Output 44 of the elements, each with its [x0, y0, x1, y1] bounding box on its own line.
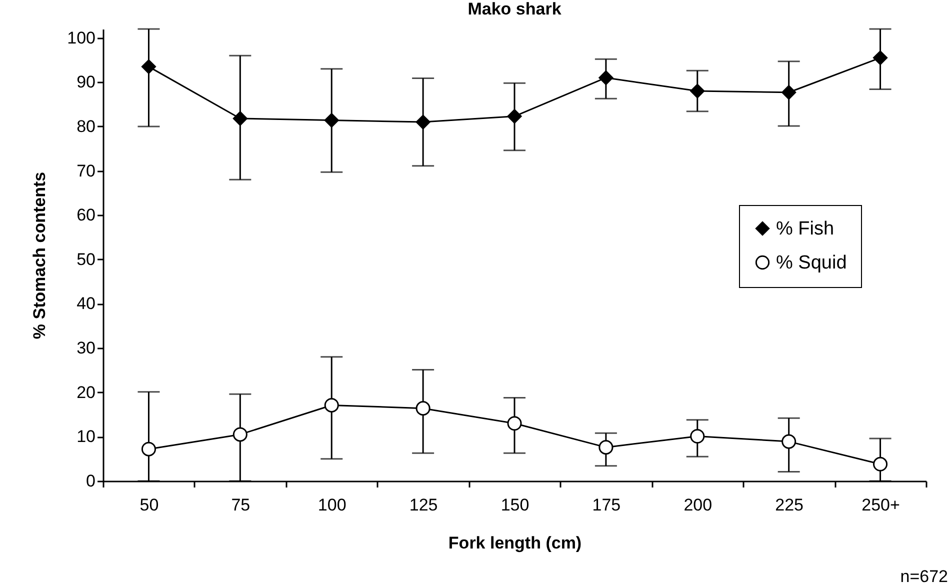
x-tick-label: 150: [500, 496, 530, 514]
point: [324, 398, 339, 412]
y-tick-label: 100: [67, 28, 96, 48]
legend-label: % Squid: [776, 252, 847, 274]
point: [416, 114, 430, 130]
x-tick-label: 225: [775, 496, 804, 514]
x-tick-label: 200: [684, 496, 712, 514]
point: [324, 113, 339, 128]
x-tick-label: 250+: [862, 496, 900, 514]
y-tick-label: 50: [76, 250, 96, 269]
point: [873, 50, 888, 66]
point: [598, 70, 614, 86]
point: [690, 428, 705, 444]
legend-label: % Fish: [776, 218, 834, 240]
chart-title: Mako shark: [468, 0, 562, 18]
y-tick-label: 90: [76, 72, 96, 92]
y-tick-label: 80: [76, 116, 96, 136]
point: [141, 59, 156, 74]
x-tick-label: 100: [318, 496, 346, 514]
point: [782, 85, 796, 100]
y-tick-label: 70: [76, 161, 96, 180]
y-axis-title: % Stomach contents: [30, 172, 50, 340]
point: [507, 109, 522, 124]
y-tick-label: 60: [76, 206, 96, 225]
point: [873, 456, 888, 472]
y-tick-label: 0: [86, 472, 96, 490]
point: [416, 401, 430, 416]
y-tick-label: 20: [76, 382, 96, 402]
point: [232, 111, 248, 126]
y-tick-label: 30: [76, 338, 96, 358]
x-axis-title: Fork length (cm): [448, 534, 582, 552]
x-tick-label: 50: [140, 496, 159, 514]
y-tick-label: 40: [76, 294, 96, 314]
point: [141, 442, 156, 456]
point: [598, 440, 614, 455]
x-tick-label: 125: [409, 496, 438, 514]
x-tick-label: 75: [231, 496, 250, 514]
point: [507, 416, 522, 431]
text: n=672: [900, 567, 948, 586]
point: [232, 427, 248, 442]
x-tick-label: 175: [592, 496, 621, 514]
y-tick-label: 10: [76, 427, 96, 446]
point: [782, 434, 796, 449]
point: [690, 84, 705, 98]
